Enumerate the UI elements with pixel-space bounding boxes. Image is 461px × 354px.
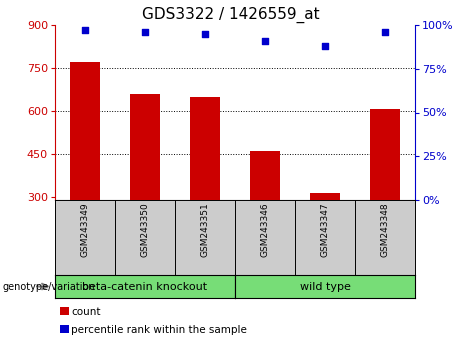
- Point: [381, 29, 389, 35]
- Bar: [70, 62, 100, 200]
- Text: beta-catenin knockout: beta-catenin knockout: [83, 281, 207, 291]
- Text: wild type: wild type: [300, 281, 350, 291]
- Text: GSM243348: GSM243348: [380, 202, 390, 257]
- Bar: [190, 97, 220, 200]
- Bar: [59, 307, 69, 315]
- Point: [321, 43, 329, 49]
- Bar: [130, 94, 160, 200]
- Text: GSM243349: GSM243349: [81, 202, 89, 257]
- Text: genotype/variation: genotype/variation: [2, 281, 95, 291]
- Point: [201, 31, 209, 36]
- Text: GSM243347: GSM243347: [320, 202, 330, 257]
- Bar: [370, 109, 400, 200]
- Text: percentile rank within the sample: percentile rank within the sample: [71, 325, 247, 335]
- Point: [261, 38, 269, 44]
- Text: GDS3322 / 1426559_at: GDS3322 / 1426559_at: [142, 7, 319, 23]
- Bar: [250, 151, 280, 200]
- Text: GSM243351: GSM243351: [201, 202, 209, 257]
- Point: [81, 27, 89, 33]
- Bar: [310, 193, 340, 200]
- Point: [142, 29, 149, 35]
- Bar: [59, 325, 69, 333]
- Text: GSM243350: GSM243350: [141, 202, 149, 257]
- Text: GSM243346: GSM243346: [260, 202, 270, 257]
- Text: count: count: [71, 307, 100, 317]
